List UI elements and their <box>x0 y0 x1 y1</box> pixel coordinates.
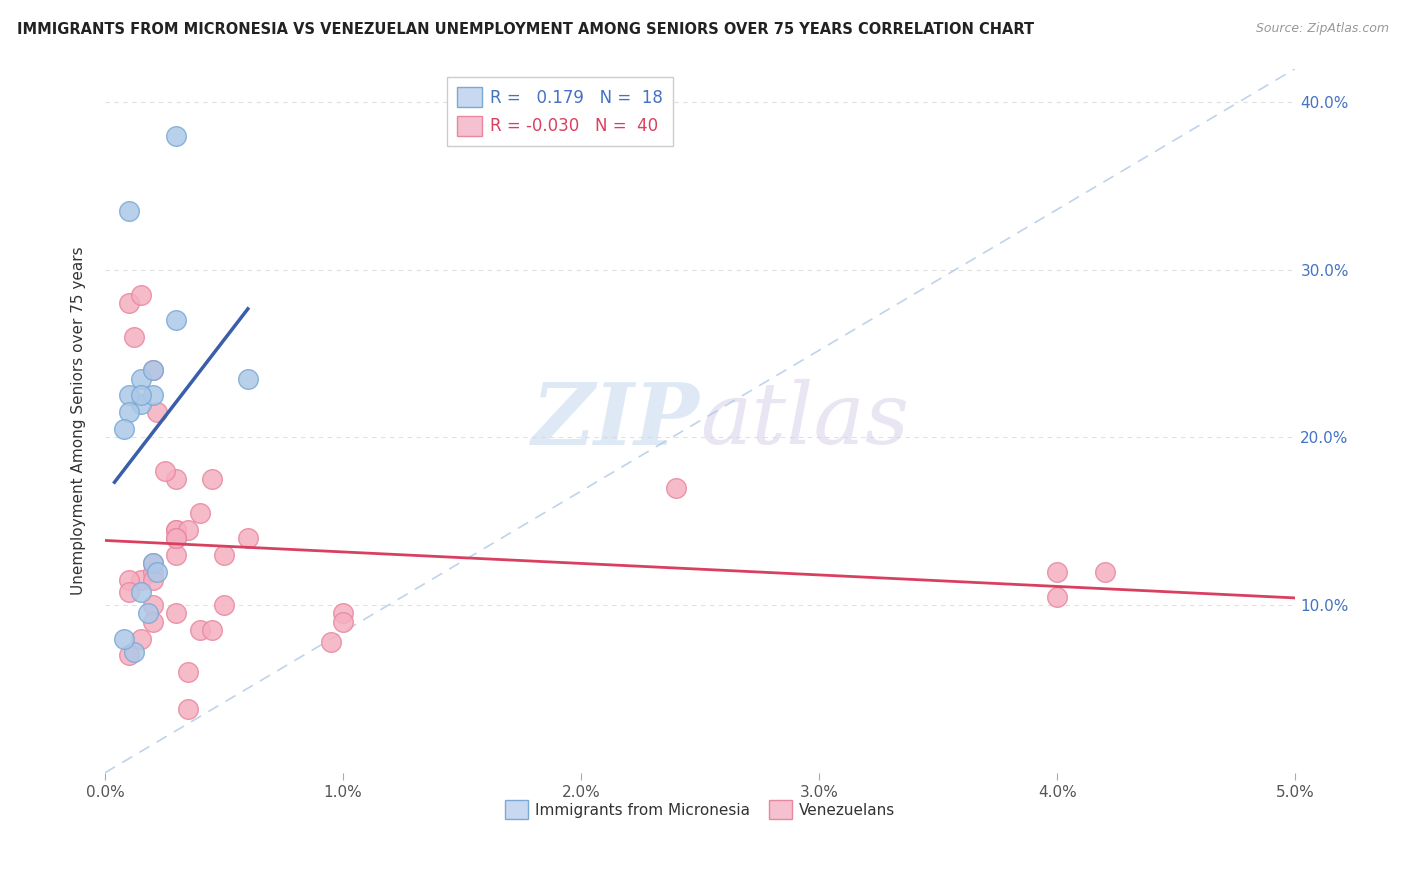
Text: atlas: atlas <box>700 379 910 462</box>
Point <box>165 523 187 537</box>
Point <box>236 372 259 386</box>
Point <box>129 397 152 411</box>
Point <box>142 598 165 612</box>
Point <box>188 624 211 638</box>
Point <box>112 632 135 646</box>
Point <box>129 584 152 599</box>
Point <box>177 665 200 680</box>
Point <box>129 288 152 302</box>
Text: IMMIGRANTS FROM MICRONESIA VS VENEZUELAN UNEMPLOYMENT AMONG SENIORS OVER 75 YEAR: IMMIGRANTS FROM MICRONESIA VS VENEZUELAN… <box>17 22 1033 37</box>
Point <box>236 531 259 545</box>
Point <box>201 472 224 486</box>
Point <box>118 405 141 419</box>
Point <box>118 648 141 663</box>
Point <box>118 584 141 599</box>
Point <box>118 296 141 310</box>
Point <box>112 422 135 436</box>
Point <box>122 645 145 659</box>
Point <box>142 573 165 587</box>
Point <box>165 313 187 327</box>
Point <box>165 531 187 545</box>
Point <box>142 388 165 402</box>
Point <box>1046 590 1069 604</box>
Point <box>321 635 343 649</box>
Point <box>1094 565 1116 579</box>
Point <box>142 556 165 570</box>
Point <box>129 372 152 386</box>
Point <box>142 363 165 377</box>
Text: ZIP: ZIP <box>533 379 700 462</box>
Point <box>136 607 159 621</box>
Point <box>165 607 187 621</box>
Point <box>165 531 187 545</box>
Y-axis label: Unemployment Among Seniors over 75 years: Unemployment Among Seniors over 75 years <box>72 246 86 595</box>
Point <box>201 624 224 638</box>
Point <box>146 565 169 579</box>
Point <box>165 548 187 562</box>
Text: Source: ZipAtlas.com: Source: ZipAtlas.com <box>1256 22 1389 36</box>
Point <box>665 481 688 495</box>
Point <box>118 204 141 219</box>
Point <box>165 128 187 143</box>
Point <box>332 615 354 629</box>
Point <box>212 548 235 562</box>
Point <box>129 388 152 402</box>
Point <box>129 573 152 587</box>
Legend: Immigrants from Micronesia, Venezuelans: Immigrants from Micronesia, Venezuelans <box>499 794 901 825</box>
Point <box>142 363 165 377</box>
Point <box>332 607 354 621</box>
Point <box>122 330 145 344</box>
Point <box>177 523 200 537</box>
Point <box>142 565 165 579</box>
Point <box>129 632 152 646</box>
Point <box>118 388 141 402</box>
Point <box>165 523 187 537</box>
Point <box>212 598 235 612</box>
Point <box>165 472 187 486</box>
Point <box>188 506 211 520</box>
Point <box>177 702 200 716</box>
Point <box>142 615 165 629</box>
Point <box>1046 565 1069 579</box>
Point <box>146 405 169 419</box>
Point <box>153 464 176 478</box>
Point <box>118 573 141 587</box>
Point <box>142 556 165 570</box>
